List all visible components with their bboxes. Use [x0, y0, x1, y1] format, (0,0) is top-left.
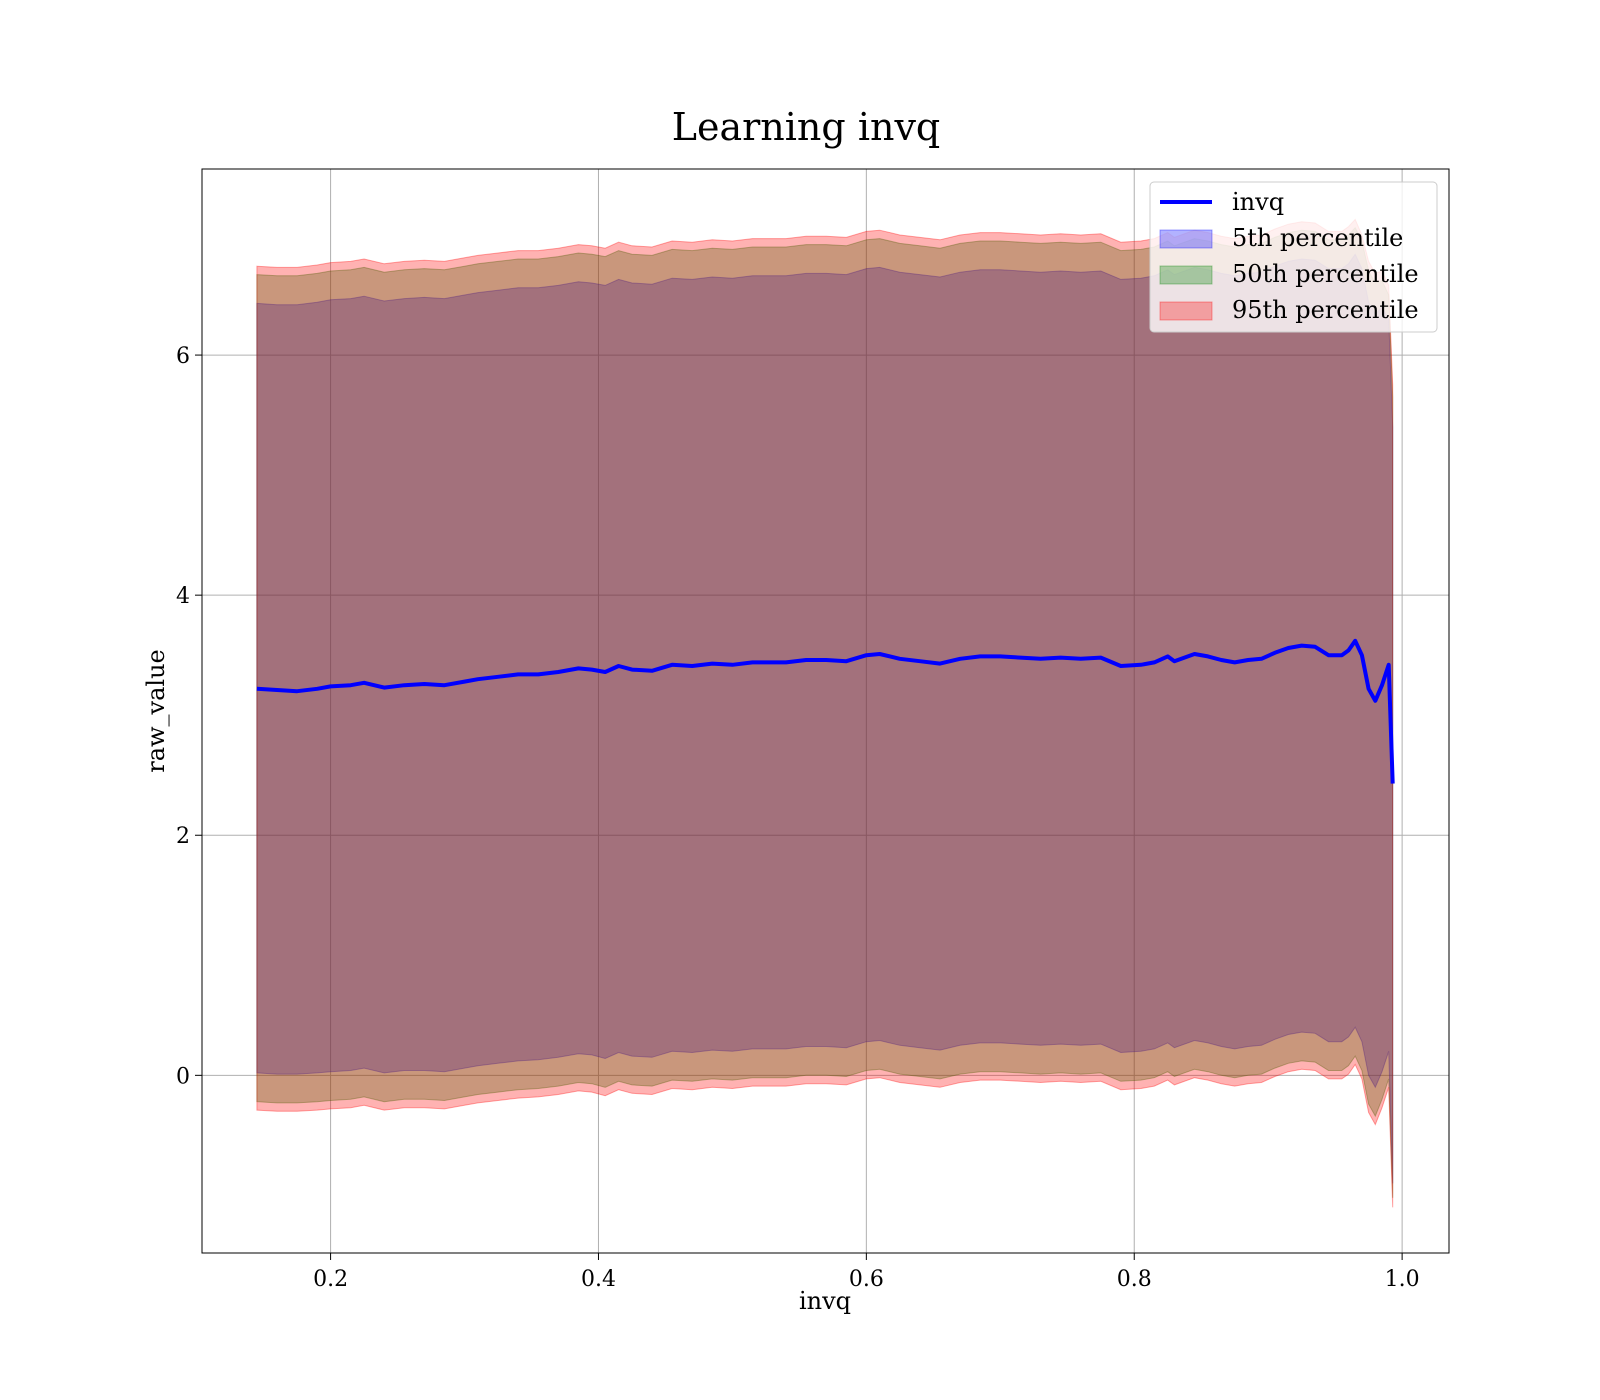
y-tick-label-2: 4: [176, 584, 190, 609]
y-tick-label-3: 6: [176, 344, 190, 369]
series-lines: [256, 638, 1395, 784]
y-axis-ticks: 0 2 4 6: [176, 344, 202, 1089]
legend-box: [1149, 181, 1438, 333]
chart-title: Learning invq: [672, 105, 940, 149]
legend-label-2: 50th percentile: [1232, 260, 1419, 288]
series-line-0: [256, 638, 1395, 784]
x-axis-label: invq: [799, 1287, 851, 1315]
legend-swatch-1: [1159, 229, 1213, 249]
x-tick-label-2: 0.6: [849, 1267, 884, 1292]
band-1: [256, 226, 1394, 1198]
y-axis-label: raw_value: [142, 649, 170, 773]
y-tick-label-1: 2: [176, 824, 190, 849]
band-2: [256, 218, 1394, 1208]
legend: invq 5th percentile 50th percentile 95th pe…: [1149, 181, 1438, 333]
legend-label-0: invq: [1232, 188, 1284, 216]
x-tick-label-0: 0.2: [313, 1267, 348, 1292]
band-0: [256, 253, 1394, 1184]
legend-label-3: 95th percentile: [1232, 296, 1419, 324]
x-tick-label-4: 1.0: [1385, 1267, 1420, 1292]
x-tick-label-3: 0.8: [1117, 1267, 1152, 1292]
grid: [202, 169, 1449, 1253]
legend-swatch-2: [1159, 265, 1213, 285]
x-axis-ticks: 0.2 0.4 0.6 0.8 1.0: [313, 1253, 1420, 1292]
legend-swatch-3: [1159, 301, 1213, 321]
plot-frame: [201, 168, 1450, 1254]
x-tick-label-1: 0.4: [581, 1267, 616, 1292]
legend-label-1: 5th percentile: [1232, 224, 1403, 252]
percentile-bands: [256, 218, 1394, 1208]
y-tick-label-0: 0: [176, 1064, 190, 1089]
